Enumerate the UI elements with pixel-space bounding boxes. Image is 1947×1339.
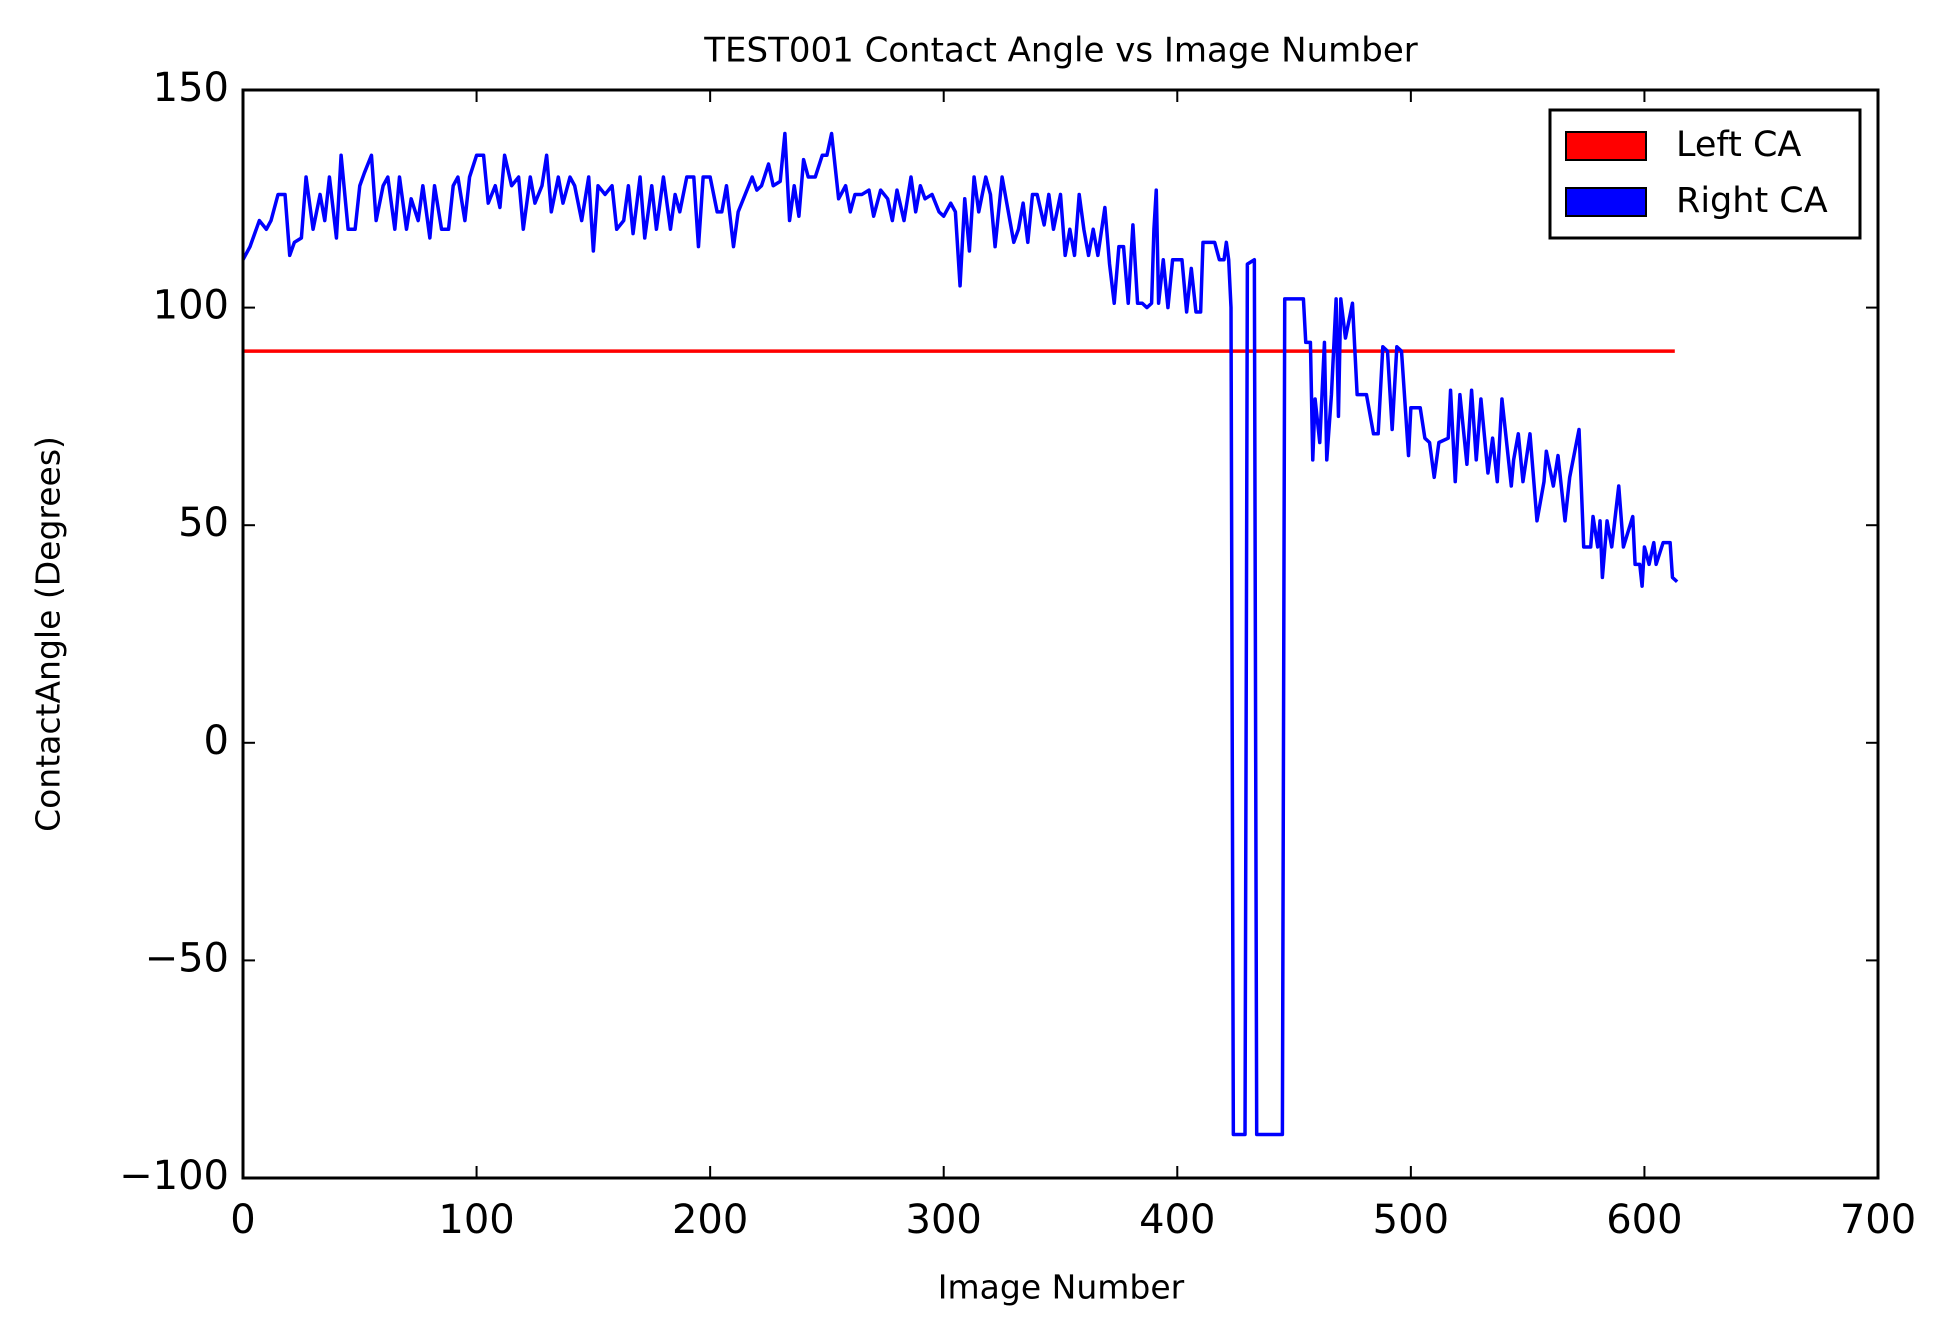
y-tick-label: 0 <box>204 718 229 764</box>
y-tick-label: −100 <box>119 1153 229 1199</box>
plot-frame <box>241 88 1880 1180</box>
y-tick-label: 150 <box>153 65 229 111</box>
chart-title: TEST001 Contact Angle vs Image Number <box>703 31 1417 71</box>
x-tick-label: 100 <box>438 1197 514 1243</box>
y-tick-label: −50 <box>145 935 229 981</box>
legend-label: Right CA <box>1676 181 1828 221</box>
x-tick-label: 600 <box>1606 1197 1682 1243</box>
x-tick-label: 500 <box>1373 1197 1449 1243</box>
x-tick-label: 700 <box>1840 1197 1916 1243</box>
x-tick-label: 0 <box>230 1197 255 1243</box>
legend-label: Left CA <box>1676 125 1801 165</box>
y-tick-label: 50 <box>178 500 229 546</box>
y-tick-label: 100 <box>153 283 229 329</box>
legend-swatch <box>1565 131 1647 161</box>
x-tick-label: 300 <box>906 1197 982 1243</box>
x-axis-label: Image Number <box>938 1268 1185 1307</box>
x-tick-label: 200 <box>672 1197 748 1243</box>
legend-swatch <box>1565 187 1647 217</box>
x-tick-label: 400 <box>1139 1197 1215 1243</box>
y-axis-label: ContactAngle (Degrees) <box>29 436 68 832</box>
data-line <box>241 131 1679 1137</box>
